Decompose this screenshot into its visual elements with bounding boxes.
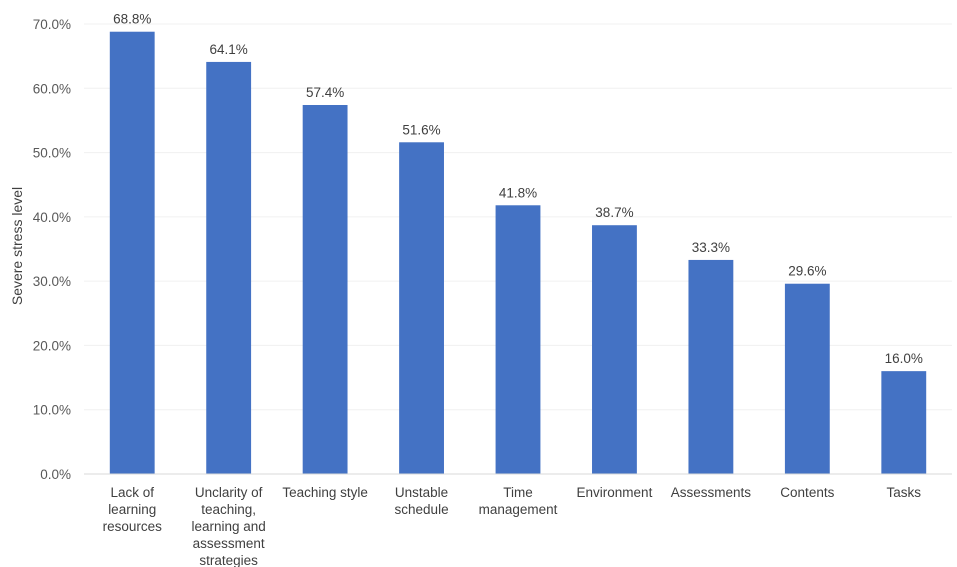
category-label: Assessments bbox=[671, 485, 752, 500]
bar bbox=[399, 142, 444, 475]
category-label-line: Lack of bbox=[110, 485, 154, 500]
data-labels: 68.8% 64.1% 57.4% 51.6% 41.8% 38.7% 33.3% 29.6%… bbox=[113, 12, 923, 366]
y-tick-label: 0.0% bbox=[40, 467, 71, 482]
bar bbox=[688, 259, 734, 474]
category-label-line: assessment bbox=[193, 536, 265, 551]
category-labels: Lack of learning resources Unclarity of teac… bbox=[103, 485, 922, 567]
category-label-line: Contents bbox=[780, 485, 834, 500]
category-label-line: schedule bbox=[395, 502, 449, 517]
y-axis-title: Severe stress level bbox=[9, 187, 25, 305]
category-label-line: learning and bbox=[192, 519, 266, 534]
y-tick-label: 50.0% bbox=[33, 146, 71, 161]
category-label: Tasks bbox=[887, 485, 922, 500]
category-label: Teaching style bbox=[282, 485, 368, 500]
category-label: Time management bbox=[479, 485, 558, 517]
bar bbox=[109, 31, 155, 474]
bar bbox=[206, 61, 252, 475]
bar bbox=[592, 225, 637, 474]
category-label-line: Assessments bbox=[671, 485, 752, 500]
bar bbox=[302, 105, 348, 474]
data-label: 64.1% bbox=[210, 42, 248, 57]
data-label: 41.8% bbox=[499, 185, 537, 200]
y-tick-label: 10.0% bbox=[33, 403, 71, 418]
y-tick-label: 70.0% bbox=[33, 17, 71, 32]
category-label: Lack of learning resources bbox=[103, 485, 163, 534]
category-label-line: Environment bbox=[577, 485, 653, 500]
data-label: 68.8% bbox=[113, 12, 151, 27]
category-label-line: strategies bbox=[199, 553, 258, 567]
category-label-line: Unstable bbox=[395, 485, 448, 500]
data-label: 57.4% bbox=[306, 85, 344, 100]
bars bbox=[109, 31, 927, 475]
y-tick-label: 30.0% bbox=[33, 274, 71, 289]
y-tick-label: 60.0% bbox=[33, 81, 71, 96]
y-axis-ticks: 0.0% 10.0% 20.0% 30.0% 40.0% 50.0% 60.0% 70.0% bbox=[33, 17, 71, 482]
y-tick-label: 40.0% bbox=[33, 210, 71, 225]
category-label: Unclarity of teaching, learning and assessm… bbox=[192, 485, 266, 567]
data-label: 29.6% bbox=[788, 264, 826, 279]
y-tick-label: 20.0% bbox=[33, 338, 71, 353]
data-label: 51.6% bbox=[402, 122, 440, 137]
category-label-line: management bbox=[479, 502, 558, 517]
bar bbox=[784, 283, 830, 474]
category-label: Environment bbox=[577, 485, 653, 500]
category-label: Unstable schedule bbox=[395, 485, 449, 517]
category-label-line: learning bbox=[108, 502, 156, 517]
data-label: 16.0% bbox=[885, 351, 923, 366]
category-label-line: Teaching style bbox=[282, 485, 368, 500]
category-label-line: Tasks bbox=[887, 485, 922, 500]
data-label: 33.3% bbox=[692, 240, 730, 255]
category-label-line: Unclarity of bbox=[195, 485, 263, 500]
category-label-line: resources bbox=[103, 519, 163, 534]
data-label: 38.7% bbox=[595, 205, 633, 220]
category-label-line: teaching, bbox=[201, 502, 256, 517]
category-label-line: Time bbox=[503, 485, 533, 500]
bar bbox=[495, 205, 541, 475]
category-label: Contents bbox=[780, 485, 834, 500]
bar bbox=[881, 371, 927, 474]
